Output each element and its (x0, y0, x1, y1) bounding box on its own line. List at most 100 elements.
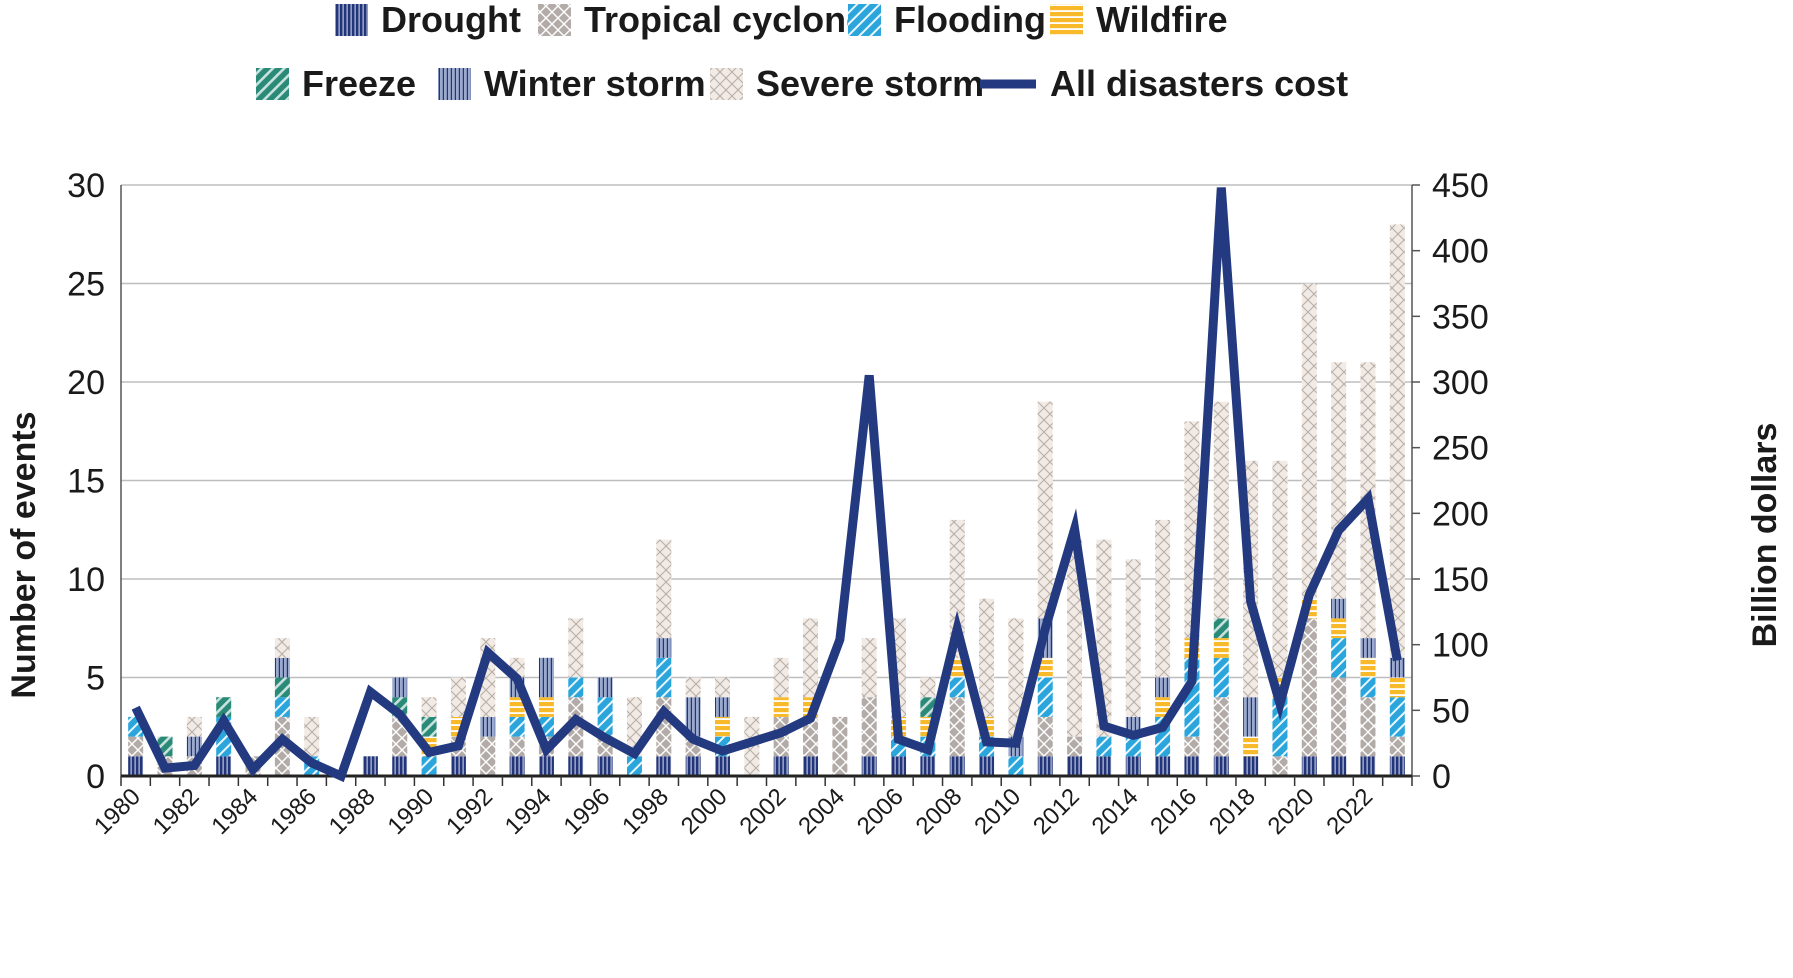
bar-freeze-2007 (920, 697, 936, 717)
bar-flooding-1993 (509, 716, 525, 737)
bar-tropical-cyclone-1989 (392, 716, 408, 757)
legend-item-severe-storm: Severe storm (710, 63, 984, 104)
bar-stack-1996 (597, 677, 613, 776)
legend-item-freeze: Freeze (256, 63, 416, 104)
bar-freeze-1990 (421, 716, 437, 737)
x-tick-label: 1990 (382, 783, 439, 840)
y2-tick-label: 150 (1432, 561, 1489, 599)
bar-severe-storm-1986 (304, 716, 320, 757)
bar-drought-2021 (1331, 756, 1347, 776)
x-tick-label: 1988 (324, 783, 381, 840)
x-tick-label: 2022 (1321, 783, 1378, 840)
bar-drought-2013 (1096, 756, 1112, 776)
bar-drought-2014 (1125, 756, 1141, 776)
bar-drought-1995 (568, 756, 584, 776)
bar-severe-storm-2020 (1301, 283, 1317, 599)
x-tick-label: 2000 (676, 783, 733, 840)
bar-wildfire-2015 (1155, 697, 1171, 717)
bar-severe-storm-1982 (186, 716, 202, 737)
bar-drought-1994 (538, 756, 554, 776)
bar-tropical-cyclone-2021 (1331, 677, 1347, 757)
bar-tropical-cyclone-2004 (832, 716, 848, 776)
bar-flooding-1996 (597, 697, 613, 737)
bar-tropical-cyclone-2016 (1184, 736, 1200, 757)
bar-drought-2016 (1184, 756, 1200, 776)
bar-severe-storm-2000 (714, 677, 730, 698)
bar-flooding-2022 (1360, 677, 1376, 698)
bar-tropical-cyclone-1985 (274, 716, 290, 776)
x-tick-label: 1982 (148, 783, 205, 840)
bar-tropical-cyclone-2023 (1389, 736, 1405, 757)
legend-label-drought: Drought (381, 0, 521, 40)
bar-drought-1996 (597, 756, 613, 776)
bar-severe-storm-1985 (274, 638, 290, 658)
bar-severe-storm-2014 (1125, 559, 1141, 717)
legend: Drought Tropical cyclone Flooding Wildfire F… (256, 0, 1348, 104)
bar-severe-storm-1990 (421, 697, 437, 717)
legend-label-flooding: Flooding (894, 0, 1046, 40)
y2-tick-label: 300 (1432, 364, 1489, 402)
bar-winter-storm-2000 (714, 697, 730, 717)
legend-swatch-drought (335, 4, 368, 36)
y-tick-label: 20 (67, 364, 105, 402)
x-tick-label: 2004 (793, 783, 850, 840)
bar-winter-storm-1999 (685, 697, 701, 737)
bar-stack-1985 (274, 638, 290, 776)
legend-swatch-tropical-cyclone (538, 4, 571, 36)
bar-winter-storm-1982 (186, 736, 202, 757)
legend-swatch-wildfire (1050, 4, 1083, 36)
bar-drought-1988 (362, 756, 378, 776)
bar-stack-2010 (1008, 618, 1024, 776)
bar-tropical-cyclone-1995 (568, 697, 584, 757)
x-tick-label: 2018 (1204, 783, 1261, 840)
bar-winter-storm-2018 (1243, 697, 1259, 737)
bar-drought-2005 (861, 756, 877, 776)
legend-label-severe-storm: Severe storm (756, 63, 984, 104)
bar-winter-storm-1998 (656, 638, 672, 658)
bar-freeze-2017 (1213, 618, 1229, 639)
x-tick-label: 2008 (911, 783, 968, 840)
bar-winter-storm-2022 (1360, 638, 1376, 658)
axis-labels: Number of events Billion dollars (5, 411, 1784, 698)
bar-drought-1991 (450, 756, 466, 776)
bar-stack-2004 (832, 716, 848, 776)
y-tick-label: 15 (67, 463, 105, 501)
y-tick-label: 10 (67, 561, 105, 599)
bar-tropical-cyclone-1993 (509, 736, 525, 757)
bar-flooding-1985 (274, 697, 290, 717)
bar-winter-storm-2015 (1155, 677, 1171, 698)
bar-drought-1983 (216, 756, 232, 776)
bar-tropical-cyclone-2011 (1037, 716, 1053, 757)
bar-freeze-1985 (274, 677, 290, 698)
bar-freeze-1983 (216, 697, 232, 717)
y2-tick-label: 450 (1432, 167, 1489, 205)
bar-stack-2012 (1067, 539, 1083, 776)
bar-drought-2023 (1389, 756, 1405, 776)
y2-tick-label: 0 (1432, 758, 1451, 796)
bar-flooding-1998 (656, 657, 672, 698)
legend-swatch-severe-storm (710, 68, 743, 100)
bar-drought-1989 (392, 756, 408, 776)
y-axis-title: Number of events (5, 411, 43, 698)
bar-winter-storm-1985 (274, 657, 290, 678)
bar-tropical-cyclone-2020 (1301, 618, 1317, 757)
legend-item-flooding: Flooding (848, 0, 1046, 40)
x-tick-label: 1998 (617, 783, 674, 840)
bar-drought-2017 (1213, 756, 1229, 776)
bar-flooding-1997 (626, 756, 642, 776)
bar-drought-2003 (803, 756, 819, 776)
bar-flooding-2019 (1272, 697, 1288, 757)
bar-winter-storm-1992 (480, 716, 496, 737)
bar-tropical-cyclone-2008 (949, 697, 965, 757)
bar-severe-storm-2023 (1389, 224, 1405, 658)
legend-label-freeze: Freeze (302, 63, 416, 104)
bar-stack-2009 (979, 598, 995, 776)
bar-tropical-cyclone-2017 (1213, 697, 1229, 757)
bar-wildfire-2011 (1037, 657, 1053, 678)
bar-severe-storm-2011 (1037, 401, 1053, 619)
bar-wildfire-2000 (714, 716, 730, 737)
bar-tropical-cyclone-2005 (861, 697, 877, 757)
bar-drought-2002 (773, 756, 789, 776)
bar-winter-storm-1994 (538, 657, 554, 698)
